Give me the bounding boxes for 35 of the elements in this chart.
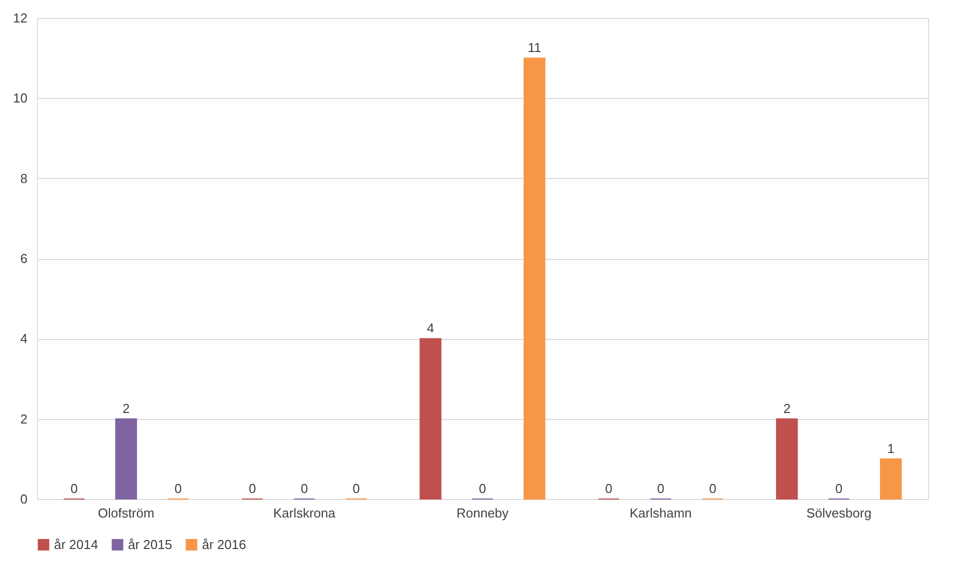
data-label: 0: [174, 481, 182, 496]
bar: [880, 458, 902, 500]
y-tick-label: 6: [20, 251, 28, 266]
x-tick-label: Karlskrona: [273, 506, 336, 520]
data-label: 0: [248, 481, 256, 496]
data-label: 2: [783, 400, 791, 416]
bar: [776, 418, 798, 500]
data-label: 0: [835, 481, 843, 496]
data-label: 4: [426, 320, 434, 336]
legend-label: år 2016: [202, 536, 246, 552]
x-tick-label: Sölvesborg: [806, 506, 872, 520]
legend-label: år 2014: [54, 536, 98, 552]
y-tick-label: 10: [13, 90, 28, 106]
data-label: 0: [300, 481, 308, 496]
bar: [420, 338, 442, 500]
x-tick-label: Karlshamn: [630, 506, 692, 520]
x-tick-label: Ronneby: [456, 506, 510, 520]
data-label: 0: [478, 481, 486, 496]
data-label: 11: [528, 40, 542, 56]
data-label: 2: [122, 400, 130, 416]
y-tick-label: 2: [20, 411, 28, 426]
bar: [115, 418, 137, 500]
data-label: 0: [709, 481, 716, 496]
data-label: 0: [70, 481, 78, 496]
x-tick-label: Olofström: [98, 506, 154, 520]
y-tick-label: 4: [20, 331, 28, 346]
y-tick-label: 12: [13, 10, 28, 26]
data-label: 0: [657, 481, 664, 496]
data-label: 0: [605, 481, 612, 496]
data-label: 1: [887, 440, 894, 456]
bar: [524, 58, 546, 500]
data-label: 0: [352, 481, 360, 496]
y-tick-label: 0: [20, 492, 28, 506]
legend-label: år 2015: [128, 536, 172, 552]
y-tick-label: 8: [20, 170, 28, 186]
